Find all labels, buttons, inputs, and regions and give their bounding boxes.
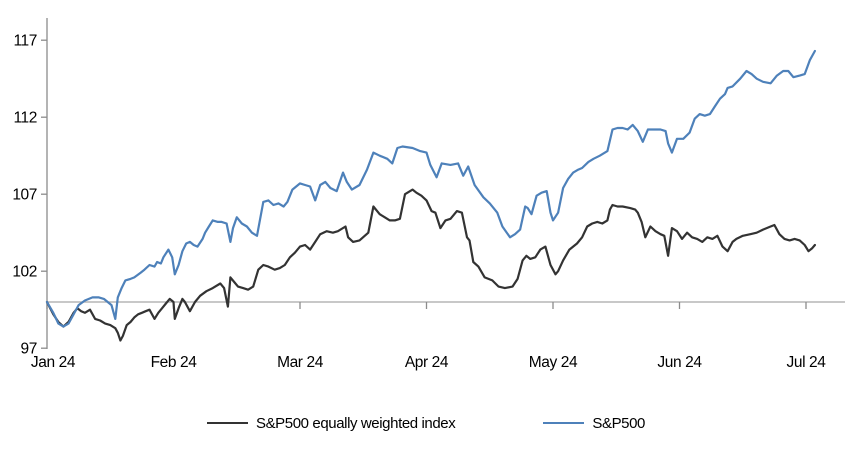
y-axis-tick-label: 97: [21, 341, 37, 358]
sp500-line: [45, 49, 817, 328]
chart-legend: S&P500 equally weighted index S&P500: [0, 403, 852, 443]
y-axis-tick-label: 107: [12, 187, 37, 204]
x-axis-tick-label: Feb 24: [151, 354, 198, 371]
x-axis-tick-label: Apr 24: [405, 354, 449, 371]
y-axis-tick-label: 112: [13, 110, 37, 127]
legend-item-sp500-equal-weight: S&P500 equally weighted index: [206, 414, 456, 432]
y-axis-tick-label: 117: [13, 33, 37, 50]
sp500-equal-weight-line: [45, 188, 817, 342]
y-axis-tick-label: 102: [12, 264, 37, 281]
legend-item-sp500: S&P500: [543, 415, 645, 432]
x-axis-tick-label: Jul 24: [787, 354, 827, 371]
legend-line-swatch-blue: [543, 421, 585, 425]
x-axis-tick-label: May 24: [529, 354, 578, 371]
x-axis-tick-label: Mar 24: [277, 354, 324, 371]
legend-line-swatch-dark: [206, 421, 248, 425]
line-chart: 97 102 107 112 117 Jan 24 Feb 24 Mar 24 Apr 24 Ma…: [12, 18, 845, 371]
legend-label-sp500-equal-weight: S&P500 equally weighted index: [255, 414, 456, 432]
x-axis-tick-label: Jun 24: [657, 354, 702, 371]
x-axis-tick-label: Jan 24: [31, 354, 76, 371]
legend-label-sp500: S&P500: [592, 414, 646, 432]
